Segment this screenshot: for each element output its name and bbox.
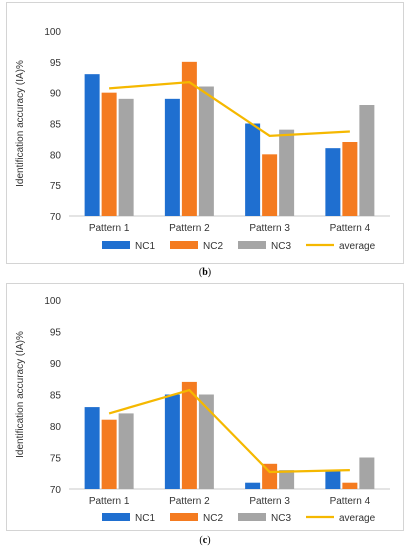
chart-b-bar-nc3-4: [359, 105, 375, 216]
chart-c-bar-nc2-3: [262, 463, 278, 489]
chart-c-x-tick-label: Pattern 4: [330, 496, 371, 507]
chart-b-legend-swatch-nc3: [238, 241, 266, 249]
chart-b-bar-nc2-1: [101, 92, 117, 216]
chart-c-bar-nc1-2: [164, 394, 180, 489]
chart-c-bar-nc2-2: [181, 381, 197, 489]
caption-c-open: (: [199, 535, 203, 546]
chart-c-legend-label-nc3: NC3: [271, 513, 291, 524]
chart-c-x-tick-label: Pattern 3: [249, 496, 290, 507]
chart-b-bar-nc1-1: [84, 74, 100, 217]
chart-c-legend-swatch-nc2: [170, 513, 198, 521]
chart-b-bar-nc2-4: [342, 142, 358, 216]
chart-b-y-tick-label: 100: [44, 27, 61, 38]
chart-c-legend-label-nc2: NC2: [203, 513, 223, 524]
chart-b-y-tick-label: 90: [50, 89, 62, 100]
caption-b: (b): [0, 267, 410, 278]
chart-c-legend-swatch-nc3: [238, 513, 266, 521]
chart-c-bar-nc3-3: [279, 470, 295, 489]
chart-b-bar-nc3-2: [198, 86, 214, 216]
chart-c-y-tick-label: 100: [44, 296, 61, 307]
chart-b-x-tick-label: Pattern 3: [249, 223, 290, 234]
chart-c-x-tick-label: Pattern 2: [169, 496, 210, 507]
chart-c-bar-nc1-4: [325, 470, 341, 489]
chart-c-y-tick-label: 70: [50, 485, 62, 496]
chart-b-bar-nc1-2: [164, 98, 180, 216]
caption-b-open: (: [198, 267, 203, 278]
chart-b-x-tick-label: Pattern 2: [169, 223, 210, 234]
chart-b-bar-nc1-4: [325, 148, 341, 216]
caption-b-close: ): [207, 267, 212, 278]
chart-c-bar-nc3-2: [198, 394, 214, 489]
chart-c-legend-label-average: average: [339, 513, 376, 524]
chart-c-legend-swatch-nc1: [102, 513, 130, 521]
chart-b-y-tick-label: 95: [50, 58, 62, 69]
chart-b-bar-nc3-1: [118, 98, 134, 216]
chart-c-svg: Identification accuracy (IA)% 70 75 80 85 90 9…: [15, 296, 390, 524]
chart-c-bar-nc3-4: [359, 457, 375, 489]
chart-b-y-tick-label: 75: [50, 181, 62, 192]
chart-c-bar-nc2-4: [342, 482, 358, 489]
chart-c-y-tick-label: 75: [50, 454, 62, 465]
chart-c-y-tick-label: 80: [50, 422, 62, 433]
chart-b-legend-label-nc2: NC2: [203, 241, 223, 252]
chart-b-y-tick-label: 80: [50, 150, 62, 161]
chart-b-average-line: [109, 81, 350, 137]
caption-c-close: ): [207, 535, 211, 546]
chart-c-legend-label-nc1: NC1: [135, 513, 155, 524]
chart-c-bar-nc1-1: [84, 407, 100, 489]
chart-c-bar-nc3-1: [118, 413, 134, 489]
chart-panel-b: Identification accuracy (IA)% 70 75 80 85 90 9…: [6, 2, 404, 264]
chart-b-x-tick-label: Pattern 4: [330, 223, 371, 234]
chart-b-bar-nc2-2: [181, 61, 197, 217]
chart-c-y-tick-label: 85: [50, 391, 62, 402]
caption-b-letter: b: [202, 267, 208, 278]
chart-c-y-tick-label: 90: [50, 359, 62, 370]
chart-b-bar-nc3-3: [279, 129, 295, 216]
chart-b-y-axis-label: Identification accuracy (IA)%: [15, 60, 26, 187]
caption-c-letter: c: [202, 535, 208, 546]
chart-b-legend-swatch-nc2: [170, 241, 198, 249]
chart-c-bar-nc2-1: [101, 419, 117, 489]
chart-c-y-axis-label: Identification accuracy (IA)%: [15, 331, 26, 458]
chart-b-y-tick-label: 70: [50, 212, 62, 223]
chart-c-y-tick-label: 95: [50, 328, 62, 339]
chart-b-x-tick-label: Pattern 1: [89, 223, 130, 234]
chart-b-bar-nc2-3: [262, 154, 278, 216]
chart-b-legend-label-average: average: [339, 241, 376, 252]
chart-b-legend-label-nc3: NC3: [271, 241, 291, 252]
chart-b-y-tick-label: 85: [50, 120, 62, 131]
chart-panel-c: Identification accuracy (IA)% 70 75 80 85 90 9…: [6, 283, 404, 531]
chart-c-x-tick-label: Pattern 1: [89, 496, 130, 507]
chart-c-average-line: [108, 388, 350, 474]
caption-c: (c): [0, 535, 410, 546]
chart-b-bar-nc1-3: [245, 123, 261, 216]
chart-c-bar-nc1-3: [245, 482, 261, 489]
chart-b-legend-label-nc1: NC1: [135, 241, 155, 252]
chart-b-svg: Identification accuracy (IA)% 70 75 80 85 90 9…: [15, 27, 390, 252]
chart-b-legend-swatch-nc1: [102, 241, 130, 249]
